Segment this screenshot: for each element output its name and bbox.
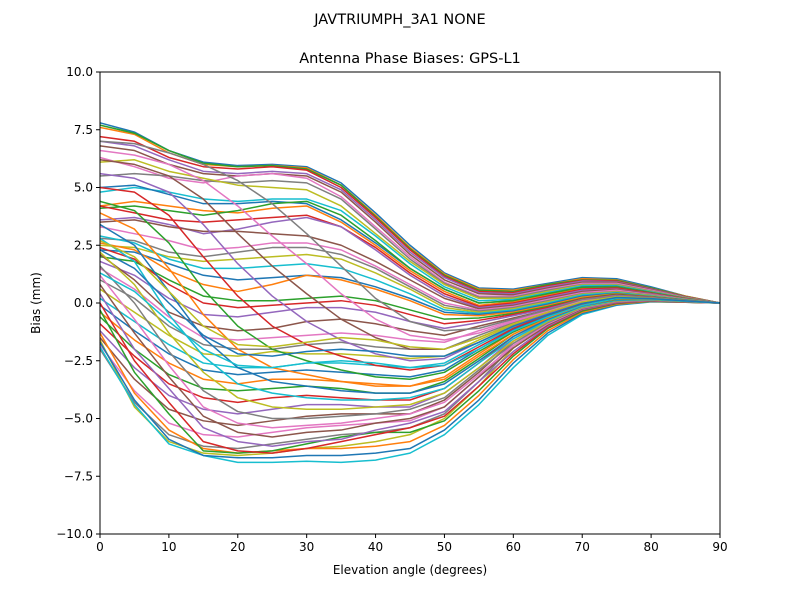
x-tick-label: 40	[368, 540, 383, 554]
y-tick-label: 7.5	[74, 123, 93, 137]
series-line-7	[99, 156, 721, 304]
series-line-1	[99, 122, 721, 304]
y-tick-label: −5.0	[64, 412, 93, 426]
x-tick-label: 60	[506, 540, 521, 554]
series-line-17	[99, 226, 721, 311]
y-tick-label: −10.0	[56, 527, 93, 541]
series-line-6	[99, 145, 721, 304]
y-axis: −10.0 −7.5 −5.0 −2.5 0.0 2.5 5.0 7.5 10.0	[56, 65, 100, 541]
chart-title: Antenna Phase Biases: GPS-L1	[299, 51, 521, 67]
x-tick-label: 20	[230, 540, 245, 554]
series-line-60	[99, 272, 721, 369]
series-line-14	[99, 205, 721, 308]
y-tick-label: −2.5	[64, 354, 93, 368]
y-tick-label: −7.5	[64, 469, 93, 483]
series-line-61	[99, 249, 721, 357]
series-line-13	[99, 200, 721, 304]
figure-suptitle: JAVTRIUMPH_3A1 NONE	[313, 12, 485, 28]
x-tick-label: 10	[161, 540, 176, 554]
y-tick-label: 0.0	[74, 296, 93, 310]
series-layer	[99, 122, 721, 464]
x-tick-label: 80	[643, 540, 658, 554]
x-tick-label: 70	[575, 540, 590, 554]
x-tick-label: 50	[437, 540, 452, 554]
x-tick-label: 90	[712, 540, 727, 554]
y-tick-label: 5.0	[74, 181, 93, 195]
y-axis-label: Bias (mm)	[29, 272, 43, 334]
x-axis: 0 10 20 30 40 50 60 70 80 90	[96, 534, 728, 554]
x-axis-label: Elevation angle (degrees)	[333, 563, 487, 577]
y-tick-label: 10.0	[66, 65, 93, 79]
x-tick-label: 0	[96, 540, 104, 554]
x-tick-label: 30	[299, 540, 314, 554]
y-tick-label: 2.5	[74, 238, 93, 252]
